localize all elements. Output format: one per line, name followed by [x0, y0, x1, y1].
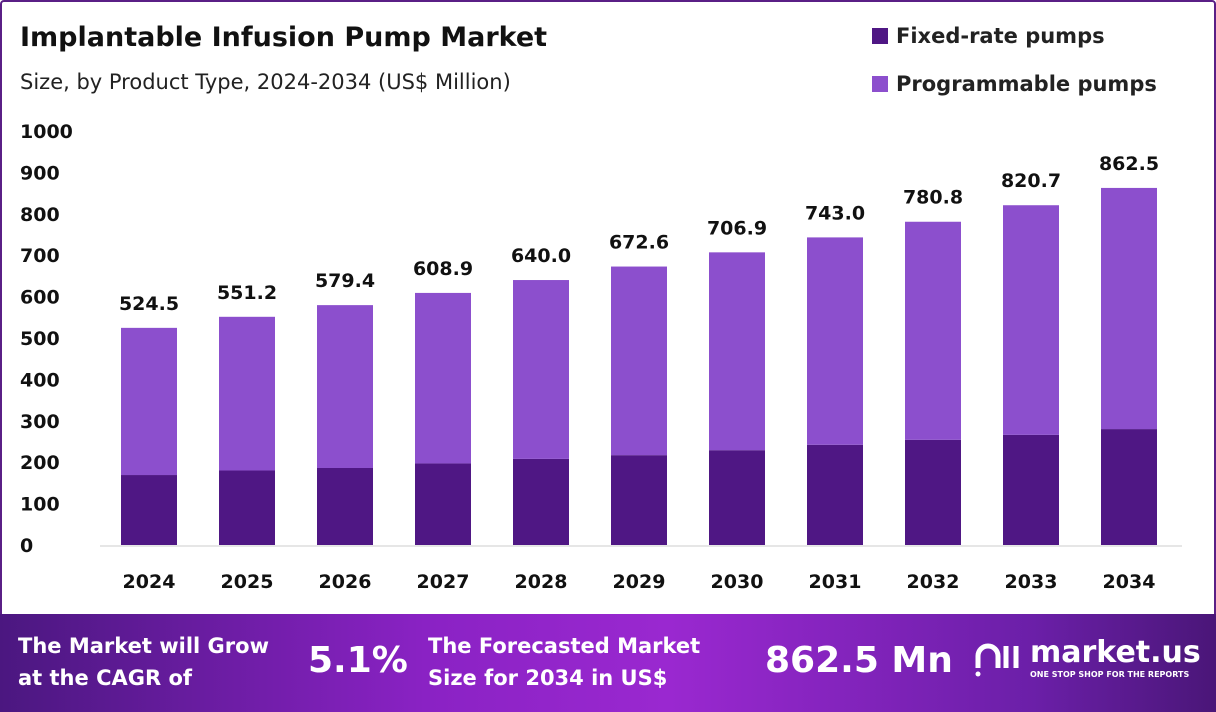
- logo-mark-icon: [975, 643, 1019, 677]
- bar-segment-programmable: [1101, 187, 1157, 430]
- bar-segment-programmable: [709, 252, 765, 451]
- legend-swatch: [872, 76, 888, 92]
- x-tick-label: 2027: [417, 571, 470, 593]
- x-tick-label: 2026: [319, 571, 372, 593]
- bar-segment-fixed-rate: [611, 455, 667, 545]
- data-label: 706.9: [707, 217, 767, 239]
- data-label: 862.5: [1099, 153, 1159, 175]
- marketus-logo: market.us ONE STOP SHOP FOR THE REPORTS: [972, 636, 1201, 680]
- bar-segment-fixed-rate: [219, 470, 275, 545]
- x-tick-label: 2032: [907, 571, 960, 593]
- data-label: 820.7: [1001, 170, 1061, 192]
- forecast-label-line: Size for 2034 in US$: [428, 666, 668, 690]
- bar-segment-fixed-rate: [415, 463, 471, 545]
- x-tick-label: 2025: [221, 571, 274, 593]
- y-tick-label: 300: [20, 411, 60, 433]
- x-tick-label: 2034: [1103, 571, 1156, 593]
- legend-label: Programmable pumps: [896, 72, 1157, 96]
- y-tick-label: 400: [20, 369, 60, 391]
- forecast-value: 862.5 Mn: [765, 640, 953, 681]
- bar-segment-programmable: [611, 266, 667, 456]
- x-tick-label: 2030: [711, 571, 764, 593]
- y-tick-label: 200: [20, 452, 60, 474]
- y-tick-label: 800: [20, 204, 60, 226]
- bar-chart: 0 100 200 300 400 500 600 700 800 900 1000 524.5 202…: [20, 121, 1182, 593]
- forecast-label-line: The Forecasted Market: [428, 634, 701, 658]
- bar-segment-fixed-rate: [317, 467, 373, 545]
- y-tick-label: 900: [20, 162, 60, 184]
- cagr-label: The Market will Grow at the CAGR of: [18, 630, 269, 694]
- bar-segment-programmable: [1003, 205, 1059, 435]
- legend-item-fixed: Fixed-rate pumps: [872, 22, 1157, 50]
- bar-segment-programmable: [415, 292, 471, 464]
- x-tick-label: 2024: [123, 571, 176, 593]
- legend: Fixed-rate pumps Programmable pumps: [872, 22, 1157, 118]
- x-tick-label: 2031: [809, 571, 862, 593]
- legend-swatch: [872, 28, 888, 44]
- legend-item-programmable: Programmable pumps: [872, 70, 1157, 98]
- data-label: 640.0: [511, 245, 571, 267]
- bar-segment-fixed-rate: [905, 439, 961, 545]
- bar-segment-programmable: [317, 305, 373, 468]
- logo-name: market.us: [1030, 635, 1201, 670]
- data-label: 551.2: [217, 282, 277, 304]
- cagr-value: 5.1%: [308, 640, 408, 681]
- data-label: 524.5: [119, 293, 179, 315]
- logo-tagline: ONE STOP SHOP FOR THE REPORTS: [1030, 670, 1190, 679]
- bar-segment-fixed-rate: [513, 458, 569, 545]
- bar-segment-programmable: [905, 221, 961, 440]
- x-tick-label: 2033: [1005, 571, 1058, 593]
- data-label: 672.6: [609, 232, 669, 254]
- bar-segment-programmable: [513, 280, 569, 459]
- bar-segment-fixed-rate: [1101, 429, 1157, 545]
- bar-segment-fixed-rate: [807, 444, 863, 545]
- footer-banner: The Market will Grow at the CAGR of 5.1%…: [0, 614, 1216, 712]
- data-label: 579.4: [315, 270, 375, 292]
- bar-segment-programmable: [219, 316, 275, 471]
- bar-segment-fixed-rate: [709, 450, 765, 545]
- chart-title: Implantable Infusion Pump Market: [20, 22, 548, 53]
- y-tick-label: 700: [20, 245, 60, 267]
- y-tick-label: 1000: [20, 121, 73, 143]
- x-tick-label: 2028: [515, 571, 568, 593]
- cagr-label-line: The Market will Grow: [18, 634, 269, 658]
- bar-segment-fixed-rate: [1003, 434, 1059, 545]
- chart-subtitle: Size, by Product Type, 2024-2034 (US$ Mi…: [20, 70, 511, 94]
- data-label: 608.9: [413, 258, 473, 280]
- data-label: 743.0: [805, 202, 865, 224]
- bar-segment-programmable: [121, 327, 177, 476]
- cagr-label-line: at the CAGR of: [18, 666, 193, 690]
- data-label: 780.8: [903, 187, 963, 209]
- y-tick-label: 600: [20, 287, 60, 309]
- y-tick-label: 100: [20, 494, 60, 516]
- forecast-label: The Forecasted Market Size for 2034 in U…: [428, 630, 700, 694]
- y-tick-label: 500: [20, 328, 60, 350]
- y-tick-label: 0: [20, 535, 33, 557]
- x-tick-label: 2029: [613, 571, 666, 593]
- bar-segment-fixed-rate: [121, 475, 177, 545]
- bar-segment-programmable: [807, 237, 863, 445]
- legend-label: Fixed-rate pumps: [896, 24, 1105, 48]
